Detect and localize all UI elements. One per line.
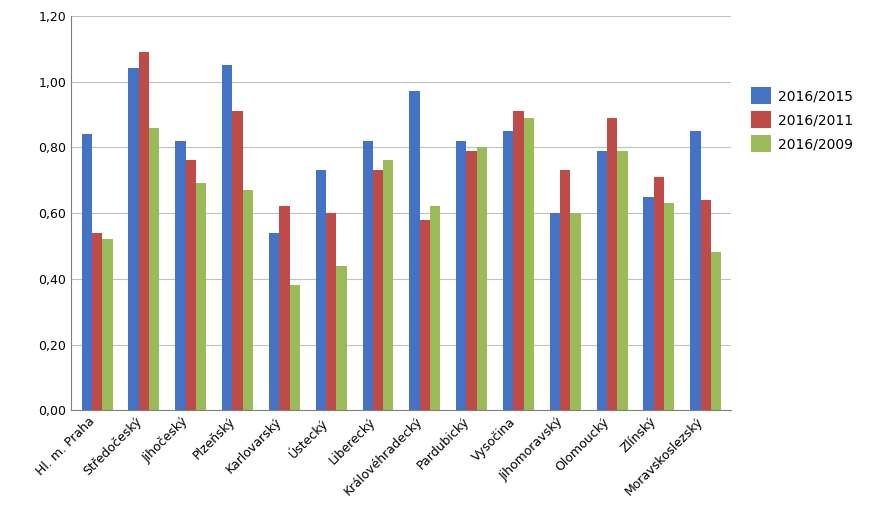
Bar bbox=[654, 177, 664, 410]
Bar bbox=[149, 128, 160, 410]
Bar bbox=[103, 239, 112, 410]
Bar bbox=[82, 134, 92, 410]
Bar bbox=[268, 232, 279, 410]
Bar bbox=[617, 150, 627, 410]
Bar bbox=[597, 150, 607, 410]
Bar bbox=[524, 118, 534, 410]
Bar bbox=[560, 170, 570, 410]
Bar bbox=[336, 266, 347, 410]
Bar bbox=[570, 213, 581, 410]
Bar bbox=[362, 141, 373, 410]
Bar bbox=[222, 65, 233, 410]
Bar bbox=[430, 207, 441, 410]
Bar bbox=[419, 220, 430, 410]
Bar bbox=[316, 170, 326, 410]
Bar bbox=[176, 141, 186, 410]
Bar bbox=[503, 131, 513, 410]
Bar bbox=[476, 147, 487, 410]
Bar bbox=[373, 170, 384, 410]
Bar bbox=[186, 160, 196, 410]
Bar bbox=[279, 207, 290, 410]
Bar bbox=[326, 213, 336, 410]
Bar bbox=[409, 92, 419, 410]
Bar bbox=[233, 111, 243, 410]
Bar bbox=[700, 200, 711, 410]
Bar bbox=[384, 160, 393, 410]
Bar bbox=[139, 52, 149, 410]
Bar bbox=[690, 131, 700, 410]
Bar bbox=[513, 111, 524, 410]
Bar bbox=[456, 141, 467, 410]
Bar bbox=[607, 118, 617, 410]
Bar bbox=[549, 213, 560, 410]
Legend: 2016/2015, 2016/2011, 2016/2009: 2016/2015, 2016/2011, 2016/2009 bbox=[745, 82, 859, 158]
Bar bbox=[664, 203, 674, 410]
Bar bbox=[92, 232, 103, 410]
Bar bbox=[467, 150, 476, 410]
Bar bbox=[643, 197, 654, 410]
Bar bbox=[243, 190, 253, 410]
Bar bbox=[711, 252, 721, 410]
Bar bbox=[128, 68, 139, 410]
Bar bbox=[290, 285, 300, 410]
Bar bbox=[196, 184, 206, 410]
